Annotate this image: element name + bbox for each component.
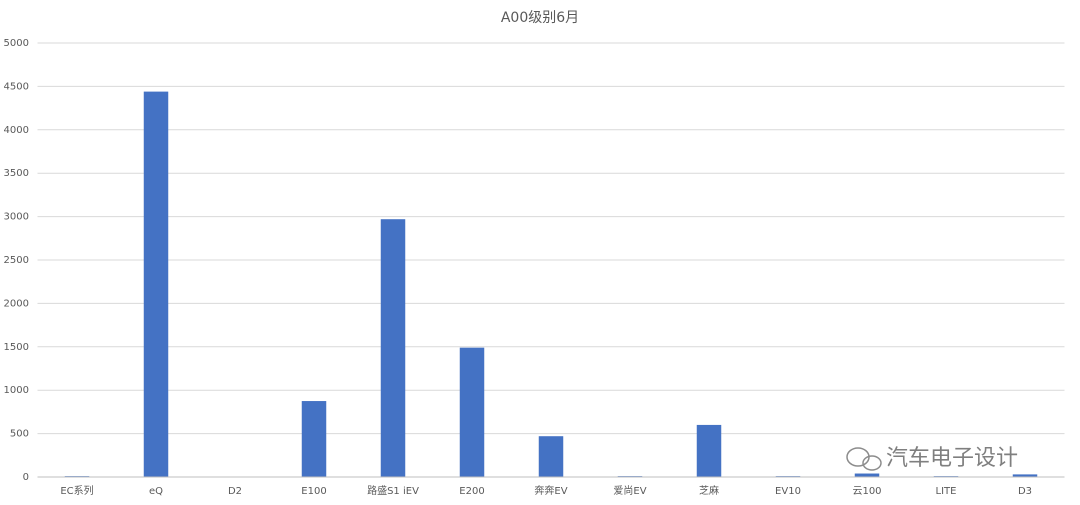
chart-title: A00级别6月 [501,10,579,26]
y-tick-label: 2000 [4,298,29,309]
x-tick-label: EC系列 [60,484,93,497]
y-tick-label: 0 [23,472,29,483]
bar [380,219,406,478]
y-tick-label: 1000 [4,385,29,396]
x-tick-label: eQ [149,486,163,497]
bar [538,436,564,477]
x-tick-label: EV10 [775,486,801,497]
y-tick-label: 2500 [4,255,29,266]
x-tick-label: LITE [936,486,957,497]
bar [459,347,485,477]
x-tick-label: 芝麻 [699,484,719,497]
bar [143,91,169,477]
x-tick-label: 路盛S1 iEV [367,484,419,497]
x-tick-label: 爱尚EV [613,484,646,497]
bar [1012,474,1038,477]
x-tick-label: D3 [1018,486,1032,497]
watermark: 汽车电子设计 [886,446,1018,471]
y-tick-label: 5000 [4,38,29,49]
y-tick-label: 3000 [4,212,29,223]
bar [301,401,327,477]
bar [696,424,722,477]
y-tick-label: 1500 [4,342,29,353]
x-tick-label: E200 [459,486,484,497]
watermark-icon [846,447,882,471]
x-tick-label: 奔奔EV [534,484,567,497]
x-tick-label: E100 [301,486,326,497]
x-tick-label: 云100 [852,486,881,497]
y-tick-label: 4000 [4,125,29,136]
x-tick-label: D2 [228,486,242,497]
y-tick-label: 3500 [4,168,29,179]
bar [854,473,880,477]
y-tick-label: 4500 [4,81,29,92]
y-tick-label: 500 [10,429,29,440]
